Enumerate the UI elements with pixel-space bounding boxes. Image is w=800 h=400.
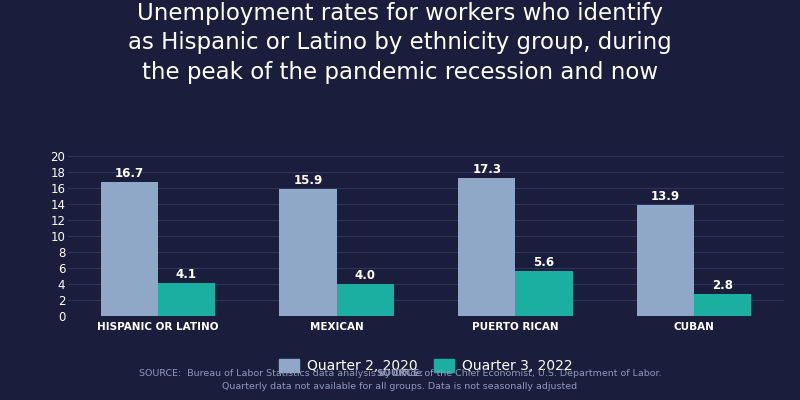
Text: 2.8: 2.8 (712, 278, 734, 292)
Text: 4.1: 4.1 (176, 268, 197, 281)
Bar (158, 283, 215, 316)
Text: 13.9: 13.9 (651, 190, 680, 203)
Text: 15.9: 15.9 (294, 174, 322, 187)
Bar (637, 205, 694, 316)
Bar (458, 178, 515, 316)
Text: 4.0: 4.0 (354, 269, 376, 282)
Bar (279, 189, 337, 316)
Text: Unemployment rates for workers who identify
as Hispanic or Latino by ethnicity g: Unemployment rates for workers who ident… (128, 2, 672, 84)
Text: 16.7: 16.7 (114, 167, 144, 180)
Text: 5.6: 5.6 (534, 256, 554, 269)
Bar (101, 182, 158, 316)
Legend: Quarter 2, 2020, Quarter 3, 2022: Quarter 2, 2020, Quarter 3, 2022 (274, 353, 578, 379)
Text: 17.3: 17.3 (472, 162, 502, 176)
Bar (515, 271, 573, 316)
Text: SOURCE:: SOURCE: (377, 369, 423, 378)
Bar (694, 294, 751, 316)
Text: SOURCE:  Bureau of Labor Statistics data analysis by Office of the Chief Economi: SOURCE: Bureau of Labor Statistics data … (138, 369, 662, 378)
Bar (337, 284, 394, 316)
Text: Quarterly data not available for all groups. Data is not seasonally adjusted: Quarterly data not available for all gro… (222, 382, 578, 391)
